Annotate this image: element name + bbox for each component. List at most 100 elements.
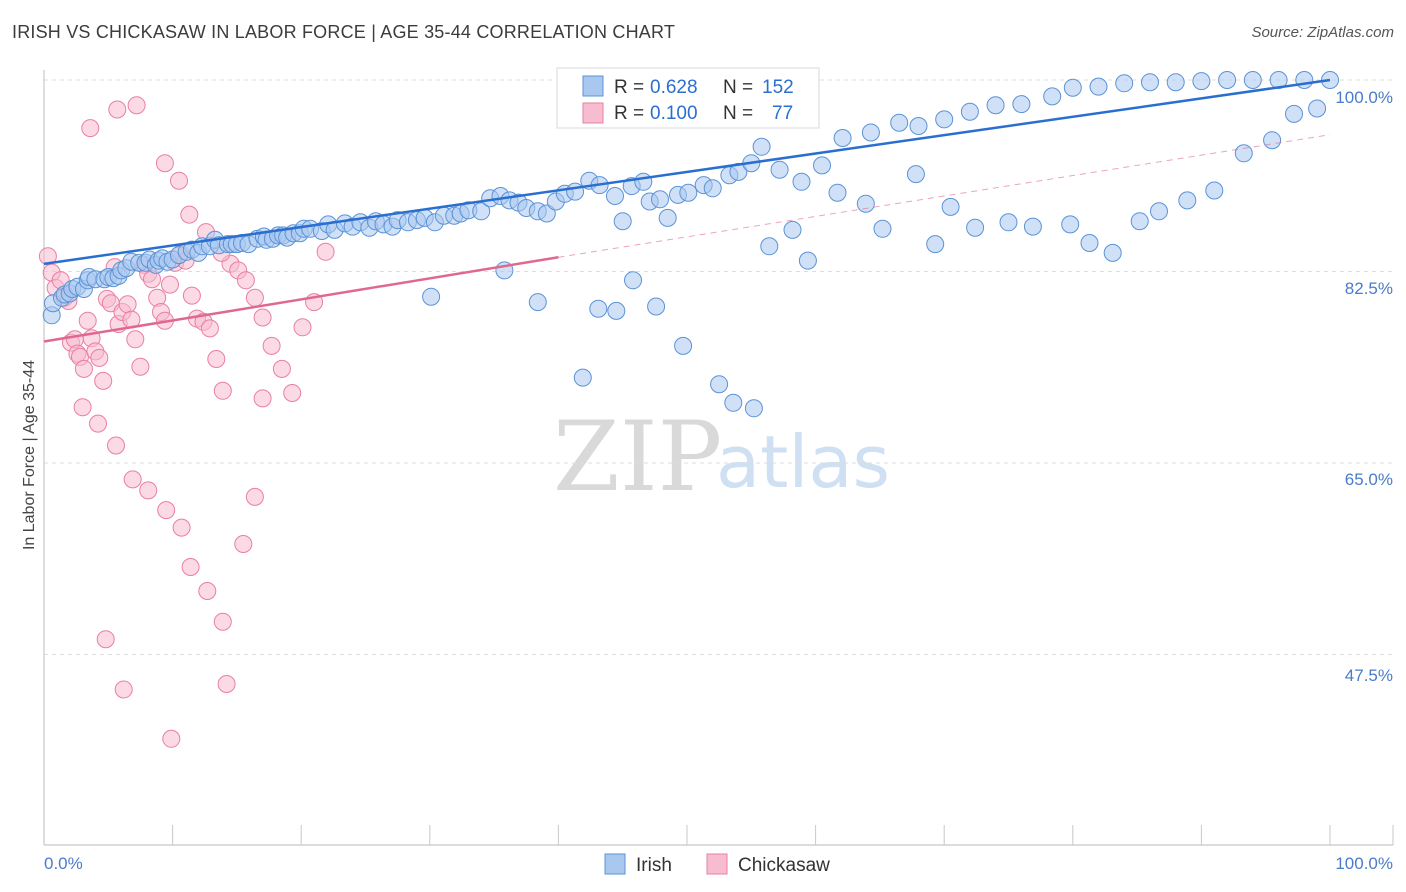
chickasaw-point — [157, 501, 176, 520]
y-tick-label: 65.0% — [1345, 470, 1393, 489]
irish-point — [935, 110, 954, 129]
chickasaw-point — [236, 271, 255, 290]
irish-point — [658, 208, 677, 227]
stats-legend: R = 0.628 N = 152 R = 0.100 N = 77 — [556, 67, 820, 129]
y-tick-label: 82.5% — [1345, 279, 1393, 298]
irish-point — [589, 299, 608, 318]
chickasaw-point — [155, 154, 174, 173]
chickasaw-point — [234, 535, 253, 553]
source-label: Source: ZipAtlas.com — [1251, 24, 1394, 41]
axes — [43, 70, 1394, 846]
irish-point — [422, 287, 441, 306]
irish-point — [856, 194, 875, 213]
chickasaw-point — [272, 359, 291, 378]
legend-r-label: R = — [614, 103, 644, 124]
chickasaw-point — [127, 96, 146, 115]
y-tick-label: 100.0% — [1335, 88, 1393, 107]
chickasaw-point — [213, 381, 232, 400]
irish-point — [674, 336, 693, 355]
irish-point — [873, 219, 892, 238]
irish-point — [1103, 243, 1122, 262]
chickasaw-point — [139, 481, 158, 500]
series-legend: Irish Chickasaw — [604, 853, 830, 876]
irish-point — [724, 393, 743, 412]
irish-point — [1089, 77, 1108, 96]
irish-point — [613, 212, 632, 231]
chickasaw-point — [213, 612, 232, 631]
irish-point — [1023, 217, 1042, 236]
irish-point — [986, 96, 1005, 115]
chickasaw-point — [283, 384, 302, 402]
irish-point — [537, 204, 556, 223]
chickasaw-point — [172, 518, 191, 537]
chickasaw-trend-line — [43, 256, 559, 343]
chickasaw-point — [81, 119, 100, 138]
chickasaw-point — [131, 357, 150, 376]
chart-title: IRISH VS CHICKASAW IN LABOR FORCE | AGE … — [12, 22, 676, 42]
chickasaw-point — [73, 398, 92, 417]
irish-point — [472, 202, 491, 221]
irish-point — [833, 129, 852, 147]
irish-point — [999, 213, 1018, 232]
irish-point — [752, 137, 771, 156]
chickasaw-point — [123, 470, 142, 489]
irish-point — [770, 160, 789, 179]
irish-point — [1063, 78, 1082, 97]
chickasaw-point — [245, 288, 264, 307]
series-chickasaw — [38, 96, 335, 748]
watermark-zip: ZIP — [553, 401, 722, 513]
irish-point — [798, 251, 817, 270]
chickasaw-trend-extension — [558, 134, 1331, 258]
y-axis-label: In Labor Force | Age 35-44 — [21, 360, 38, 550]
irish-point — [906, 165, 925, 184]
irish-point — [1043, 87, 1062, 106]
irish-point — [679, 183, 698, 202]
irish-legend-marker — [604, 853, 626, 875]
irish-point — [1308, 99, 1327, 118]
legend-r-value: 0.100 — [650, 103, 698, 124]
irish-trend-line — [43, 78, 1331, 266]
irish-point — [926, 235, 945, 254]
irish-point — [634, 172, 653, 191]
irish-point — [1150, 202, 1168, 221]
legend-n-label: N = — [723, 77, 753, 98]
irish-point — [941, 197, 960, 216]
irish-point — [647, 297, 666, 316]
chickasaw-legend-swatch — [582, 102, 604, 124]
chickasaw-point — [217, 675, 236, 693]
irish-point — [909, 117, 928, 135]
chickasaw-point — [181, 558, 200, 576]
irish-point — [573, 368, 592, 387]
legend-n-value: 77 — [772, 103, 793, 124]
irish-point — [1130, 212, 1149, 231]
irish-point — [528, 293, 547, 312]
irish-point — [1192, 72, 1211, 91]
irish-point — [783, 220, 802, 239]
chickasaw-point — [198, 582, 217, 600]
chickasaw-point — [162, 729, 181, 748]
irish-point — [1234, 144, 1253, 163]
irish-point — [1295, 71, 1314, 89]
irish-point — [1218, 71, 1237, 89]
watermark-atlas: atlas — [716, 420, 890, 504]
chickasaw-point — [316, 242, 335, 261]
legend-r-label: R = — [614, 77, 644, 98]
irish-point — [624, 271, 642, 290]
irish-point — [861, 123, 880, 142]
chickasaw-point — [200, 319, 219, 338]
irish-point — [1263, 131, 1282, 150]
irish-point — [1080, 234, 1099, 252]
irish-point — [710, 375, 729, 394]
legend-chickasaw-label: Chickasaw — [738, 855, 830, 876]
legend-n-label: N = — [723, 103, 753, 124]
irish-point — [1205, 181, 1224, 200]
legend-r-value: 0.628 — [650, 77, 698, 98]
irish-point — [703, 179, 722, 198]
chickasaw-point — [118, 295, 137, 314]
irish-point — [828, 183, 847, 202]
chickasaw-point — [253, 389, 272, 408]
chickasaw-legend-marker — [706, 853, 728, 875]
chickasaw-point — [253, 308, 272, 327]
irish-point — [1115, 74, 1134, 93]
